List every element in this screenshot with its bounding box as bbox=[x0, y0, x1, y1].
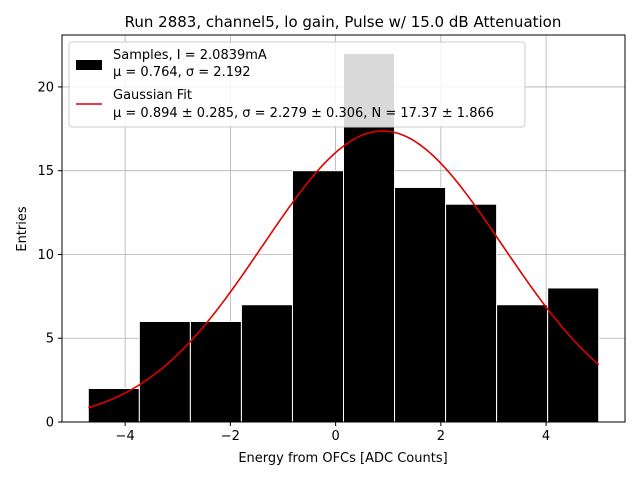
histogram-bar bbox=[445, 203, 498, 423]
legend-swatch-samples bbox=[76, 60, 102, 70]
x-tick-label: −4 bbox=[116, 429, 135, 444]
histogram-bar bbox=[240, 304, 293, 423]
y-axis-ticks: 0 5 10 15 20 bbox=[37, 80, 62, 431]
legend-label-fit: Gaussian Fit bbox=[113, 88, 192, 103]
legend-stats-fit: μ = 0.894 ± 0.285, σ = 2.279 ± 0.306, N … bbox=[113, 106, 494, 121]
x-tick-label: −2 bbox=[221, 429, 240, 444]
y-tick-label: 5 bbox=[46, 332, 54, 347]
y-tick-label: 15 bbox=[37, 164, 54, 179]
x-tick-label: 0 bbox=[331, 429, 339, 444]
legend-label-samples: Samples, I = 2.0839mA bbox=[113, 48, 267, 63]
histogram-bar bbox=[138, 320, 191, 423]
x-axis-ticks: −4 −2 0 2 4 bbox=[116, 422, 550, 444]
histogram-bar bbox=[394, 186, 447, 423]
y-tick-label: 20 bbox=[37, 80, 54, 95]
histogram-bar bbox=[291, 170, 344, 423]
plot-frame bbox=[61, 34, 626, 423]
histogram-bar bbox=[547, 287, 600, 423]
legend-stats-samples: μ = 0.764, σ = 2.192 bbox=[113, 65, 251, 80]
x-tick-label: 4 bbox=[542, 429, 550, 444]
histogram-bar bbox=[496, 304, 549, 423]
y-axis-label: Entries bbox=[15, 206, 30, 252]
gaussian-fit-line bbox=[88, 130, 600, 409]
histogram-bar bbox=[189, 320, 242, 423]
x-axis-label: Energy from OFCs [ADC Counts] bbox=[238, 451, 447, 466]
x-tick-label: 2 bbox=[437, 429, 445, 444]
chart-title: Run 2883, channel5, lo gain, Pulse w/ 15… bbox=[125, 13, 562, 31]
y-tick-label: 10 bbox=[37, 248, 54, 263]
legend: Samples, I = 2.0839mA μ = 0.764, σ = 2.1… bbox=[68, 41, 526, 128]
y-tick-label: 0 bbox=[46, 416, 54, 431]
legend-box bbox=[68, 41, 526, 128]
